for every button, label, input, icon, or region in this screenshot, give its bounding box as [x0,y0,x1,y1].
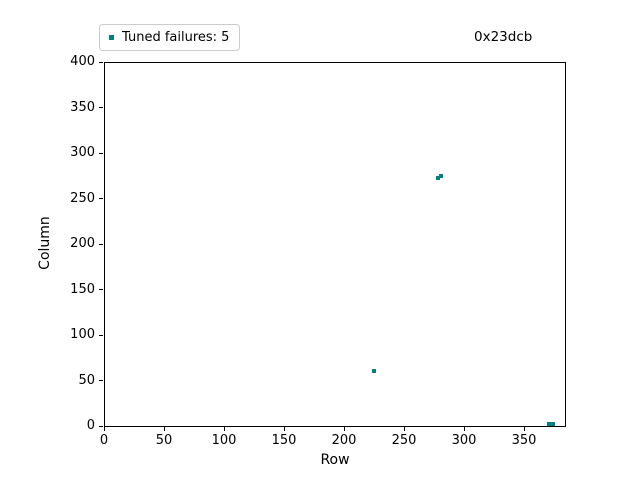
y-tick-label: 0 [86,418,95,433]
x-tick-label: 300 [451,433,477,448]
y-axis-label: Column [37,216,53,270]
y-tick-mark [99,289,103,290]
x-tick-mark [283,427,285,431]
y-tick-mark [99,243,103,245]
x-axis-label: Row [320,452,350,468]
data-point [372,369,376,374]
y-tick-label: 350 [70,99,95,115]
y-tick-label: 150 [70,281,95,297]
data-point [547,422,552,427]
x-tick-label: 50 [155,433,173,448]
x-tick-label: 100 [211,433,237,448]
annotation-hex-label: 0x23dcb [474,29,533,45]
x-tick-label: 150 [271,433,297,448]
x-tick-mark [163,427,165,431]
x-tick-mark [403,427,405,431]
legend-label: Tuned failures: 5 [122,30,230,45]
y-tick-mark [99,380,103,381]
x-tick-mark [223,427,225,431]
y-tick-mark [99,61,103,63]
x-tick-mark [343,427,345,431]
x-tick-mark [523,427,525,431]
y-tick-mark [99,107,103,108]
legend: Tuned failures: 5 [99,24,241,51]
y-tick-label: 300 [70,145,95,160]
legend-square-marker-icon [109,35,114,40]
y-tick-label: 100 [70,327,95,342]
x-tick-label: 350 [511,433,537,448]
data-point [435,176,440,181]
x-tick-label: 250 [391,433,417,448]
data-point [550,422,555,427]
plot-area [104,62,566,427]
y-tick-mark [99,425,103,427]
x-tick-mark [463,427,465,431]
y-tick-label: 250 [70,190,95,206]
y-tick-mark [99,198,103,199]
x-tick-label: 200 [331,433,357,448]
y-tick-mark [99,152,103,154]
y-tick-mark [99,334,103,336]
y-tick-label: 50 [78,372,95,388]
x-tick-mark [103,427,105,431]
y-tick-label: 200 [70,236,95,251]
y-tick-label: 400 [70,54,95,69]
x-tick-label: 0 [99,433,109,448]
data-point [439,173,444,178]
